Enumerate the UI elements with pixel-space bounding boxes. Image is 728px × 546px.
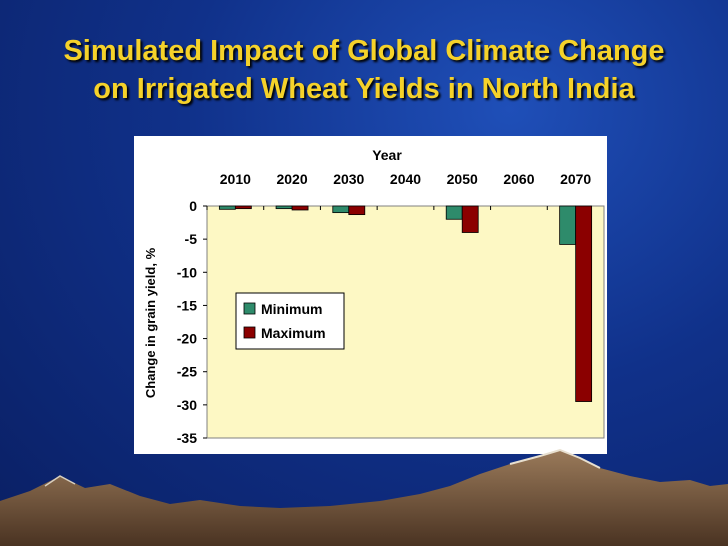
slide-title-line-2: on Irrigated Wheat Yields in North India (93, 73, 635, 105)
bar-minimum-2050 (445, 205, 463, 220)
x-categories-group: 2010 2020 2030 2040 2050 2060 2070 (206, 171, 591, 210)
slide-title-line-1: Simulated Impact of Global Climate Chang… (63, 35, 665, 67)
bar-maximum-2050 (461, 205, 479, 233)
bar-minimum-2010 (218, 205, 236, 210)
mountain-landscape-decoration (0, 448, 728, 546)
y-tick-label: -5 (185, 231, 198, 247)
y-ticks-group: 0 -5 -10 -15 -20 -25 -30 -35 (177, 198, 207, 446)
y-tick-label: -35 (177, 430, 197, 446)
x-category-label: 2050 (447, 171, 478, 187)
y-tick-label: 0 (189, 198, 197, 214)
legend-swatch-maximum (243, 326, 256, 339)
legend: Minimum Maximum (235, 292, 345, 350)
x-category-label: 2010 (220, 171, 251, 187)
bar-maximum-2030 (348, 205, 366, 216)
wheat-yield-bar-chart: 0-5-10-15-20-25-30-35 2010 2020 2030 2040 20… (143, 147, 605, 446)
x-category-label: 2060 (503, 171, 534, 187)
x-category-label: 2070 (560, 171, 591, 187)
bar-maximum-2010 (234, 205, 252, 210)
bar-minimum-2020 (275, 205, 293, 210)
legend-label-minimum: Minimum (261, 301, 322, 317)
legend-swatch-minimum (243, 302, 256, 315)
bar-maximum-2070 (575, 205, 593, 402)
bar-minimum-2070 (559, 205, 577, 245)
slide-title: Simulated Impact of Global Climate Chang… (0, 32, 728, 108)
y-tick-label: -15 (177, 297, 197, 313)
bar-maximum-2020 (291, 205, 309, 211)
x-axis-title: Year (372, 147, 402, 163)
chart-panel: 0 -5 -10 -15 -20 -25 -30 -35 2010 2020 2030 2040 20… (134, 136, 607, 454)
y-tick-label: -10 (177, 264, 197, 280)
y-axis-title: Change in grain yield, % (143, 247, 158, 398)
y-tick-label: -20 (177, 331, 197, 347)
y-tick-label: -30 (177, 397, 197, 413)
legend-label-maximum: Maximum (261, 325, 326, 341)
legend-box (235, 292, 345, 350)
y-tick-label: -25 (177, 364, 197, 380)
x-category-label: 2030 (333, 171, 364, 187)
x-category-label: 2040 (390, 171, 421, 187)
x-category-label: 2020 (276, 171, 307, 187)
bars-group (218, 205, 593, 402)
bar-minimum-2030 (332, 205, 350, 214)
